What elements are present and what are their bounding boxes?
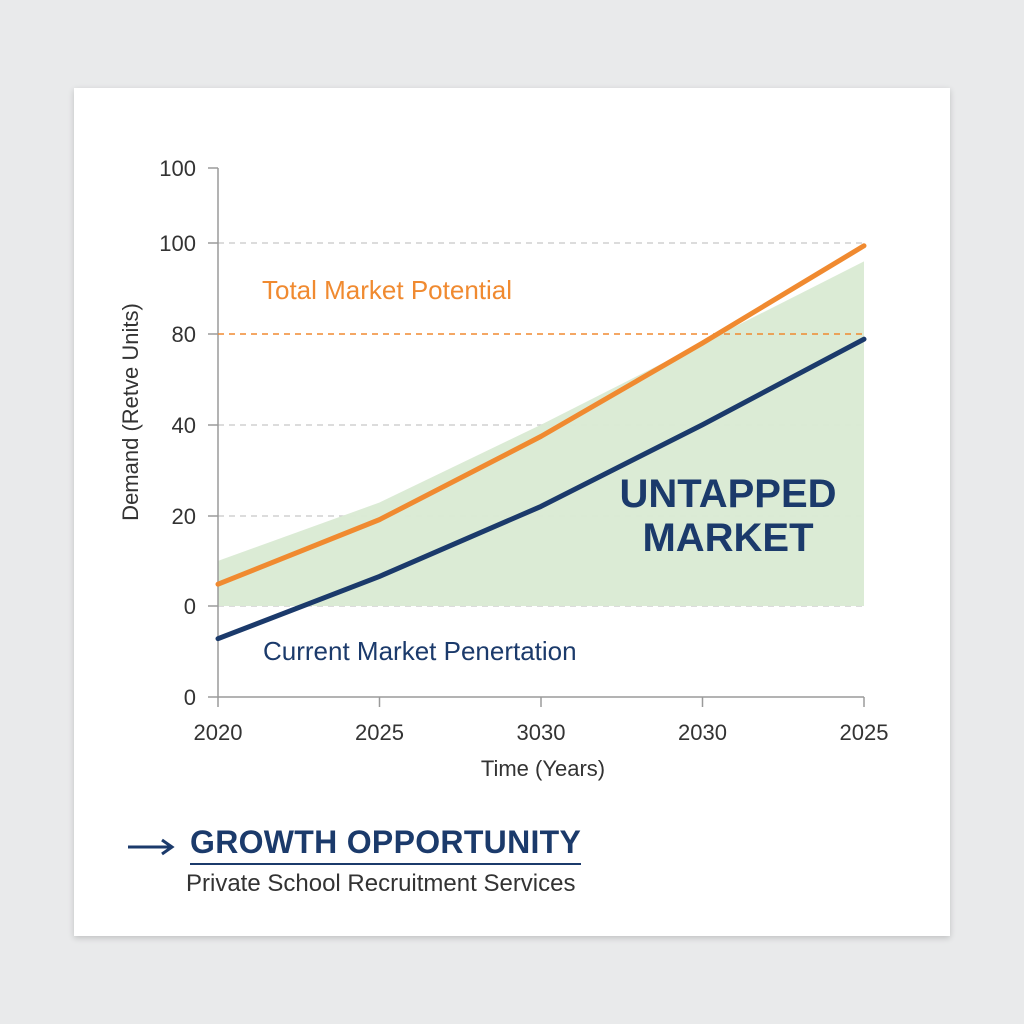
x-axis-title: Time (Years) (481, 756, 605, 781)
current-market-penetration-line (215, 336, 867, 642)
x-tick-label: 3030 (517, 720, 566, 745)
x-tick-label: 2020 (194, 720, 243, 745)
series-lines (215, 243, 867, 642)
x-tick-label: 2025 (840, 720, 889, 745)
axes: 0 0 20 40 80 100 100 2020 2025 3030 2030 2025 (159, 156, 888, 745)
chart-labels: Total Market Potential Current Market Pen… (118, 275, 837, 781)
y-tick-label: 20 (172, 504, 196, 529)
y-tick-label: 0 (184, 594, 196, 619)
total-market-potential-label: Total Market Potential (262, 275, 512, 305)
y-axis-title: Demand (Retve Units) (118, 303, 143, 521)
untapped-market-label: MARKET (642, 516, 813, 560)
x-tick-label: 2025 (355, 720, 404, 745)
y-tick-label: 100 (159, 231, 196, 256)
total-market-potential-line (215, 243, 867, 587)
y-tick-label: 0 (184, 685, 196, 710)
untapped-market-label: UNTAPPED (619, 472, 836, 516)
y-tick-label: 40 (172, 413, 196, 438)
current-market-penetration-label: Current Market Penertation (263, 636, 577, 666)
y-tick-label: 100 (159, 156, 196, 181)
y-tick-label: 80 (172, 322, 196, 347)
x-tick-label: 2030 (678, 720, 727, 745)
